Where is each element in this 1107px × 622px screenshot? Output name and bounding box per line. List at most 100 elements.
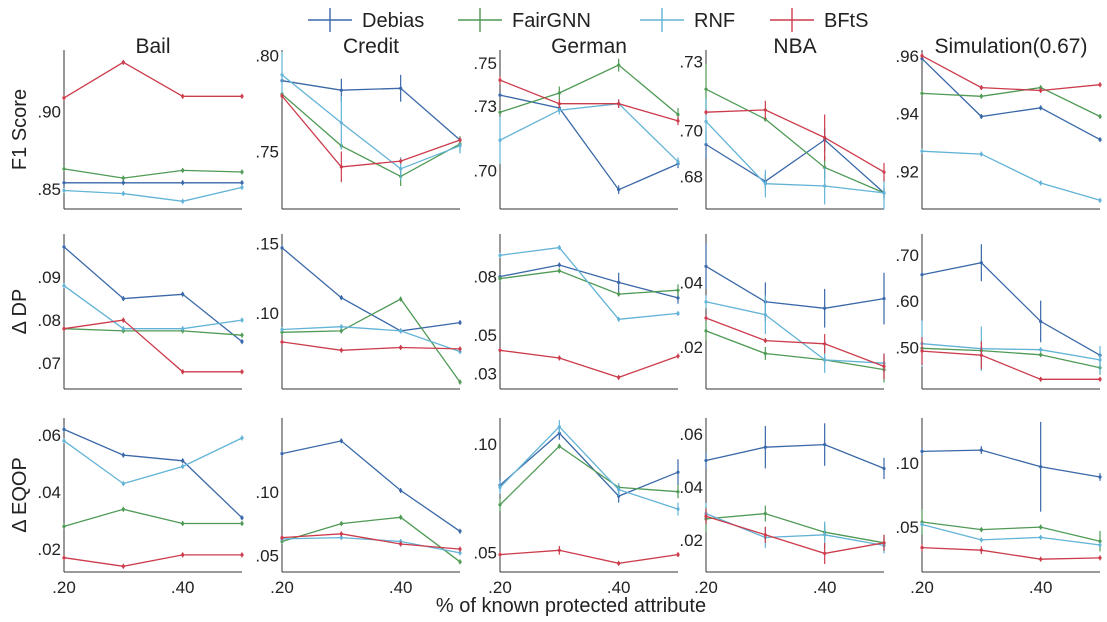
data-point <box>339 536 343 540</box>
data-point <box>458 138 462 142</box>
data-point <box>882 296 886 301</box>
data-point <box>617 292 621 296</box>
y-tick-label: .50 <box>895 338 919 357</box>
y-tick-label: .85 <box>37 180 61 199</box>
data-point <box>498 253 502 257</box>
data-point <box>763 313 767 317</box>
data-point <box>1098 539 1102 543</box>
legend-label-fairgnn: FairGNN <box>512 10 591 32</box>
data-point <box>676 470 680 474</box>
data-point <box>704 119 708 124</box>
data-point <box>399 539 403 544</box>
series-line-debias <box>921 58 1101 141</box>
data-point <box>1098 377 1102 381</box>
series-line-rnf <box>63 186 243 202</box>
data-point <box>498 276 502 281</box>
series-debias <box>280 74 462 143</box>
data-point <box>1098 358 1102 362</box>
data-point <box>240 516 244 520</box>
data-point <box>882 170 886 174</box>
data-point <box>920 273 924 277</box>
legend-entry-fairgnn: FairGNN <box>458 8 591 32</box>
x-tick-label: .20 <box>694 578 718 597</box>
legend-label-bfts: BFtS <box>824 10 868 32</box>
series-line-bfts <box>705 317 885 368</box>
data-point <box>458 560 462 564</box>
data-point <box>676 490 680 494</box>
data-point <box>704 300 708 304</box>
data-point <box>280 94 284 98</box>
data-point <box>823 533 827 537</box>
series-line-debias <box>281 440 461 532</box>
data-point <box>882 364 886 368</box>
y-tick-label: .10 <box>895 454 919 473</box>
data-point <box>979 528 983 532</box>
series-debias <box>498 426 680 503</box>
series-line-rnf <box>499 246 679 320</box>
series-debias <box>280 245 462 334</box>
data-point <box>617 317 621 321</box>
data-point <box>1039 319 1043 324</box>
data-point <box>1039 88 1043 93</box>
series-line-rnf <box>499 103 679 163</box>
data-point <box>617 375 621 379</box>
data-point <box>557 263 561 267</box>
series-debias <box>920 56 1102 143</box>
data-point <box>979 548 983 552</box>
y-tick-label: .05 <box>473 326 497 345</box>
series-debias <box>62 426 244 521</box>
series-bfts <box>62 552 244 569</box>
x-tick-label: .20 <box>488 578 512 597</box>
data-point <box>181 327 185 331</box>
panel-simulation-0-67-row-0: .92 .94 .96 Simulation(0.67) <box>895 35 1102 210</box>
series-line-debias <box>921 449 1101 478</box>
series-bfts <box>280 339 462 353</box>
data-point <box>181 181 185 185</box>
data-point <box>823 358 827 362</box>
data-point <box>399 515 403 519</box>
data-point <box>339 88 343 92</box>
x-tick-label: .40 <box>389 578 413 597</box>
series-line-debias <box>281 247 461 332</box>
data-point <box>676 288 680 292</box>
series-fairgnn <box>280 296 462 385</box>
data-point <box>1039 557 1043 561</box>
x-axis-label: % of known protected attribute <box>436 595 706 617</box>
data-point <box>557 444 561 448</box>
data-point <box>121 176 125 180</box>
series-line-fairgnn <box>63 328 243 336</box>
series-fairgnn <box>704 321 886 383</box>
data-point <box>676 553 680 557</box>
data-point <box>920 91 924 95</box>
data-point <box>121 318 125 322</box>
series-line-bfts <box>499 549 679 564</box>
data-point <box>458 380 462 384</box>
data-point <box>617 63 621 67</box>
data-point <box>920 54 924 58</box>
data-point <box>339 165 343 169</box>
series-bfts <box>704 315 886 380</box>
series-bfts <box>62 317 244 375</box>
data-point <box>920 522 924 527</box>
data-point <box>280 536 284 540</box>
data-point <box>979 114 983 119</box>
panel-title-simulation-0-67: Simulation(0.67) <box>935 35 1088 58</box>
data-point <box>676 311 680 316</box>
data-point <box>339 325 343 329</box>
series-line-fairgnn <box>63 508 242 528</box>
row-label-dp: Δ DP <box>9 289 31 335</box>
series-line-fairgnn <box>921 521 1101 542</box>
y-tick-label: .07 <box>37 354 61 373</box>
series-line-fairgnn <box>705 330 885 371</box>
series-debias <box>62 244 244 345</box>
series-rnf <box>280 51 462 181</box>
data-point <box>557 245 561 250</box>
data-point <box>240 521 244 526</box>
series-line-fairgnn <box>281 93 461 178</box>
panel-title-nba: NBA <box>773 35 816 58</box>
data-point <box>1098 83 1102 87</box>
data-point <box>339 522 343 526</box>
panel-title-credit: Credit <box>343 35 399 58</box>
data-point <box>823 342 827 346</box>
series-line-debias <box>705 443 885 470</box>
